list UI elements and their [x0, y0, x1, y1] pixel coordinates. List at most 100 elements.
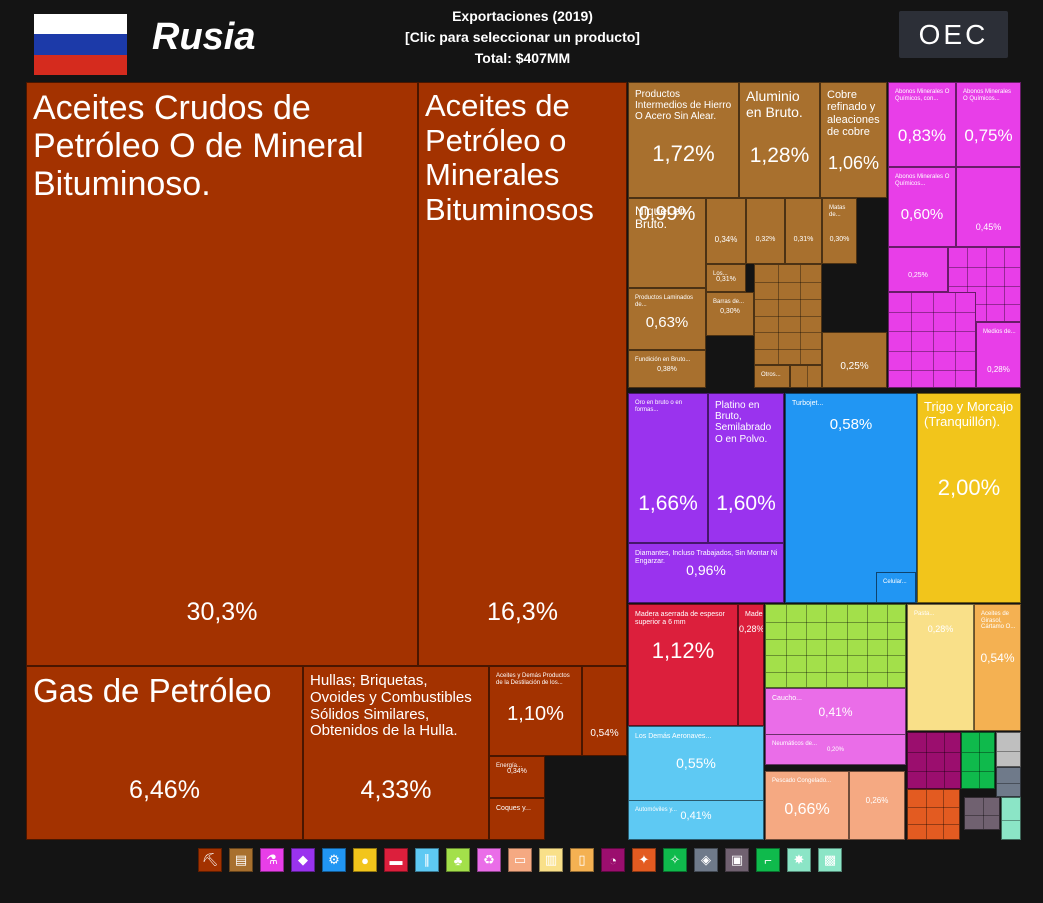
- treemap-tile-14[interactable]: 0,31%: [785, 198, 822, 264]
- tile-label: Pescado Congelado...: [772, 778, 832, 784]
- animals-category-icon[interactable]: ▭: [508, 848, 532, 872]
- treemap-tile-31[interactable]: Turbojet... 0,58%: [785, 393, 917, 603]
- treemap-tile-43[interactable]: 0,26%: [849, 771, 905, 840]
- treemap-tile-textiles-minor-7[interactable]: [1001, 797, 1021, 840]
- tile-share: 1,66%: [638, 492, 698, 515]
- tile-label: Abonos Minerales O Químicos...: [963, 89, 1012, 102]
- stone-category-icon[interactable]: ✸: [787, 848, 811, 872]
- treemap-tile-33[interactable]: Trigo y Morcajo (Tranquillón). 2,00%: [917, 393, 1021, 603]
- country-name: Rusia: [152, 16, 256, 58]
- treemap-tile-28[interactable]: Oro en bruto o en formas... 1,66%: [628, 393, 708, 543]
- tile-share: 0,63%: [645, 314, 689, 331]
- treemap-tile-18[interactable]: Barras de... 0,30%: [706, 292, 754, 336]
- tile-divider: [949, 266, 1020, 268]
- tile-divider: [962, 752, 994, 753]
- machines-category-icon[interactable]: ⚙: [322, 848, 346, 872]
- plastics-category-icon[interactable]: ♣: [446, 848, 470, 872]
- treemap-tile-26[interactable]: 0,25%: [888, 247, 948, 292]
- treemap-tile-4[interactable]: Aceites y Demás Productos de la Destilac…: [489, 666, 582, 756]
- tile-share: 0,34%: [714, 235, 738, 244]
- tile-share: 1,28%: [749, 144, 810, 167]
- treemap-tile-0[interactable]: Aceites Crudos de Petróleo O de Mineral …: [26, 82, 418, 666]
- chemicals_light-category-icon[interactable]: ♻: [477, 848, 501, 872]
- treemap-tile-footwear-minor-2[interactable]: [961, 732, 995, 789]
- treemap-tile-chemicals-minor-10[interactable]: [948, 247, 1021, 322]
- tile-label: Productos Intermedios de Hierro O Acero …: [635, 89, 732, 123]
- treemap-tile-24[interactable]: Abonos Minerales O Químicos... 0,60%: [888, 167, 956, 247]
- treemap-tile-chemicals-minor-11[interactable]: [888, 292, 976, 388]
- treemap-tile-41[interactable]: Automóviles y... 0,41%: [628, 800, 764, 840]
- treemap-tile-15[interactable]: Matas de... 0,30%: [822, 198, 857, 264]
- animal_hides-category-icon[interactable]: ▥: [539, 848, 563, 872]
- tile-divider: [908, 807, 959, 808]
- treemap-tile-11[interactable]: Níquel en Bruto. 0,99%: [628, 198, 706, 288]
- treemap-tile-metals-minor-8[interactable]: [754, 264, 822, 365]
- treemap-tile-5[interactable]: 0,54%: [582, 666, 627, 756]
- vegetable-category-icon[interactable]: ●: [353, 848, 377, 872]
- treemap-tile-12[interactable]: 0,34%: [706, 198, 746, 264]
- tile-divider: [955, 293, 956, 387]
- treemap-tile-7[interactable]: Coques y...: [489, 798, 545, 840]
- tile-label: Celular...: [883, 579, 907, 585]
- foodstuffs-category-icon[interactable]: ◔: [601, 848, 625, 872]
- tile-divider: [755, 332, 821, 334]
- treemap-tile-2[interactable]: Gas de Petróleo 6,46%: [26, 666, 303, 840]
- treemap-tile-16[interactable]: Los... 0,31%: [706, 264, 746, 292]
- treemap-tile-13[interactable]: 0,32%: [746, 198, 785, 264]
- treemap-tile-38[interactable]: Pasta... 0,28%: [907, 604, 974, 731]
- treemap-tile-stone-minor-3[interactable]: [996, 732, 1021, 767]
- oec-logo[interactable]: OEC: [899, 11, 1008, 58]
- treemap-tile-35[interactable]: Madera... 0,28%: [738, 604, 764, 726]
- treemap-tile-25[interactable]: 0,45%: [956, 167, 1021, 247]
- treemap-tile-21[interactable]: 0,25%: [822, 332, 887, 388]
- treemap-tile-1[interactable]: Aceites de Petróleo o Minerales Bitumino…: [418, 82, 627, 666]
- tile-divider: [889, 312, 975, 314]
- textiles_light-category-icon[interactable]: ▩: [818, 848, 842, 872]
- chemicals-category-icon[interactable]: ⚗: [260, 848, 284, 872]
- treemap-tile-29[interactable]: Platino en Bruto, Semilabrado O en Polvo…: [708, 393, 784, 543]
- paper-category-icon[interactable]: ▯: [570, 848, 594, 872]
- textiles-category-icon[interactable]: ✧: [663, 848, 687, 872]
- arms-category-icon[interactable]: ◈: [694, 848, 718, 872]
- tile-label: Caucho...: [772, 695, 802, 702]
- transport-category-icon[interactable]: ∥: [415, 848, 439, 872]
- tile-share: 2,00%: [937, 475, 1001, 500]
- wood-category-icon[interactable]: ▬: [384, 848, 408, 872]
- treemap-tile-3[interactable]: Hullas; Briquetas, Ovoides y Combustible…: [303, 666, 489, 840]
- misc-category-icon[interactable]: ▣: [725, 848, 749, 872]
- tile-share: 6,46%: [129, 776, 200, 804]
- minerals-category-icon[interactable]: ⛏: [198, 848, 222, 872]
- treemap-tile-metals-minor-9[interactable]: [790, 365, 822, 388]
- treemap-tile-30[interactable]: Diamantes, Incluso Trabajados, Sin Monta…: [628, 543, 784, 603]
- instruments-category-icon[interactable]: ✦: [632, 848, 656, 872]
- treemap-tile-6[interactable]: Energía... 0,34%: [489, 756, 545, 798]
- treemap-tile-34[interactable]: Madera aserrada de espesor superior a 6 …: [628, 604, 738, 726]
- precious-category-icon[interactable]: ◆: [291, 848, 315, 872]
- tile-label: Medios de...: [983, 329, 1016, 335]
- treemap-tile-32[interactable]: Celular...: [876, 572, 916, 603]
- treemap-tile-9[interactable]: Aluminio en Bruto. 1,28%: [739, 82, 820, 198]
- treemap-tile-10[interactable]: Cobre refinado y aleaciones de cobre 1,06…: [820, 82, 887, 198]
- treemap-tile-17[interactable]: Productos Laminados de... 0,63%: [628, 288, 706, 350]
- footwear-category-icon[interactable]: ⌐: [756, 848, 780, 872]
- treemap-tile-37[interactable]: Neumáticos de... 0,20%: [765, 734, 906, 765]
- treemap-tile-misc-minor-5[interactable]: [964, 797, 1000, 830]
- chart-header: Exportaciones (2019) [Clic para seleccio…: [380, 6, 665, 69]
- treemap-tile-42[interactable]: Pescado Congelado... 0,66%: [765, 771, 849, 840]
- metals-category-icon[interactable]: ▤: [229, 848, 253, 872]
- tile-label: Abonos Minerales O Químicos, con...: [895, 89, 950, 102]
- treemap-tile-23[interactable]: Abonos Minerales O Químicos... 0,75%: [956, 82, 1021, 167]
- treemap-tile-instruments-minor-4[interactable]: [907, 789, 960, 840]
- treemap-tile-27[interactable]: Medios de... 0,28%: [976, 322, 1021, 388]
- tile-divider: [866, 605, 868, 687]
- treemap-tile-39[interactable]: Aceites de Girasol, Cártamo O... 0,54%: [974, 604, 1021, 731]
- tile-label: Los...: [713, 271, 728, 277]
- treemap-tile-19[interactable]: Fundición en Bruto... 0,38%: [628, 350, 706, 388]
- treemap-tile-plastics-minor-0[interactable]: [765, 604, 906, 688]
- tile-share: 4,33%: [360, 776, 432, 804]
- treemap-tile-foodstuffs-minor-1[interactable]: [907, 732, 961, 789]
- treemap-tile-8[interactable]: Productos Intermedios de Hierro O Acero …: [628, 82, 739, 198]
- treemap-tile-22[interactable]: Abonos Minerales O Químicos, con... 0,83%: [888, 82, 956, 167]
- treemap-tile-20[interactable]: Otros...: [754, 365, 790, 388]
- treemap-tile-arms-minor-6[interactable]: [996, 767, 1021, 797]
